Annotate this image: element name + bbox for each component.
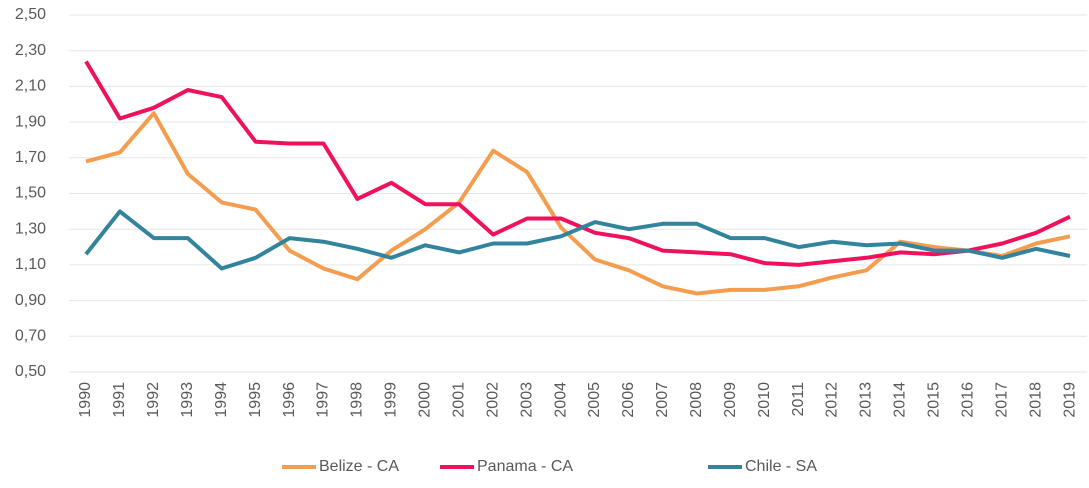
y-tick-label: 1,90 [15,113,46,130]
legend-label: Belize - CA [319,458,399,475]
series-line [84,209,1071,271]
x-tick-label: 2002 [484,382,501,418]
x-tick-label: 1992 [145,382,162,418]
x-tick-label: 1995 [247,382,264,418]
legend-label: Panama - CA [477,458,573,475]
series-line [84,60,1071,267]
x-tick-label: 2003 [518,382,535,418]
y-tick-label: 2,30 [15,42,46,59]
x-tick-label: 1993 [179,382,196,418]
x-tick-label: 2008 [688,382,705,418]
x-tick-label: 1990 [77,382,94,418]
x-tick-label: 1996 [281,382,298,418]
x-tick-label: 2017 [993,382,1010,418]
y-tick-label: 2,50 [15,6,46,23]
x-tick-label: 2005 [586,382,603,418]
x-tick-label: 2006 [620,382,637,418]
x-tick-label: 1994 [213,382,230,418]
x-tick-label: 2010 [756,382,773,418]
y-tick-label: 1,70 [15,149,46,166]
y-tick-label: 0,70 [15,328,46,345]
series-line [85,111,1071,296]
y-tick-label: 0,90 [15,292,46,309]
x-tick-label: 1991 [111,382,128,418]
y-tick-label: 1,50 [15,185,46,202]
y-tick-label: 2,10 [15,78,46,95]
x-tick-label: 2004 [552,382,569,418]
y-tick-label: 1,30 [15,220,46,237]
y-tick-label: 0,50 [15,363,46,380]
x-tick-label: 2015 [926,382,943,418]
x-tick-label: 2001 [450,382,467,418]
x-tick-label: 2011 [790,382,807,417]
x-tick-label: 2009 [722,382,739,418]
x-tick-label: 1999 [383,382,400,418]
x-tick-label: 2007 [654,382,671,418]
x-tick-label: 1997 [315,382,332,418]
x-tick-label: 1998 [349,382,366,418]
x-tick-label: 2000 [417,382,434,418]
x-tick-label: 2014 [892,382,909,418]
y-tick-label: 1,10 [15,256,46,273]
x-tick-label: 2016 [959,382,976,418]
x-tick-label: 2012 [824,382,841,418]
x-tick-label: 2019 [1061,382,1078,418]
x-tick-label: 2013 [858,382,875,418]
x-tick-label: 2018 [1027,382,1044,418]
legend-label: Chile - SA [745,458,817,475]
